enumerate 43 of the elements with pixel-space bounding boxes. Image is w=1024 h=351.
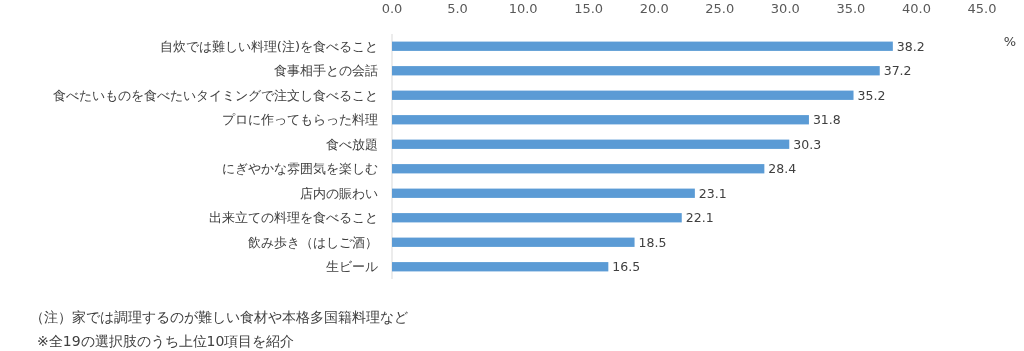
bar — [392, 164, 765, 174]
x-tick-label: 40.0 — [901, 1, 931, 16]
data-label: 18.5 — [638, 234, 667, 250]
x-tick-label: 30.0 — [770, 1, 800, 16]
y-tick-label: プロに作ってもらった料理 — [222, 112, 378, 128]
data-label: 22.1 — [685, 210, 714, 226]
x-axis-title: % — [1003, 34, 1017, 49]
bar — [392, 262, 609, 272]
y-tick-label: 店内の賑わい — [300, 185, 378, 201]
text: （注）家では調理するのが難しい食材や本格多国籍料理など — [30, 309, 408, 325]
x-tick-label: 15.0 — [574, 1, 604, 16]
y-tick-label: 食事相手との会話 — [274, 63, 378, 79]
bar — [392, 115, 809, 125]
data-label: 30.3 — [793, 136, 822, 152]
x-tick-label: 35.0 — [836, 1, 866, 16]
bar — [392, 90, 854, 100]
data-label: 38.2 — [896, 38, 925, 54]
x-tick-label: 45.0 — [967, 1, 997, 16]
text: ※全19の選択肢のうち上位10項目を紹介 — [37, 333, 295, 349]
data-label: 35.2 — [857, 87, 886, 103]
bar — [392, 237, 635, 247]
bar — [392, 188, 695, 198]
y-tick-label: 出来立ての料理を食べること — [209, 210, 378, 226]
bar — [392, 139, 790, 149]
x-tick-label: 0.0 — [381, 1, 403, 16]
y-tick-label: 食べたいものを食べたいタイミングで注文し食べること — [53, 87, 378, 103]
x-tick-label: 20.0 — [639, 1, 669, 16]
data-label: 37.2 — [883, 63, 912, 79]
bar — [392, 41, 893, 51]
x-tick-label: 25.0 — [705, 1, 735, 16]
data-label: 28.4 — [768, 161, 797, 177]
y-tick-label: 生ビール — [326, 259, 378, 275]
data-label: 31.8 — [812, 112, 841, 128]
y-tick-label: にぎやかな雰囲気を楽しむ — [222, 161, 378, 177]
bar — [392, 213, 682, 223]
data-label: 16.5 — [612, 259, 641, 275]
y-tick-label: 自炊では難しい料理(注)を食べること — [159, 38, 378, 54]
x-tick-label: 5.0 — [447, 1, 468, 16]
bar — [392, 66, 880, 76]
x-tick-label: 10.0 — [508, 1, 538, 16]
data-label: 23.1 — [698, 185, 727, 201]
y-tick-label: 飲み歩き（はしご酒） — [248, 234, 378, 250]
y-tick-label: 食べ放題 — [326, 136, 378, 152]
